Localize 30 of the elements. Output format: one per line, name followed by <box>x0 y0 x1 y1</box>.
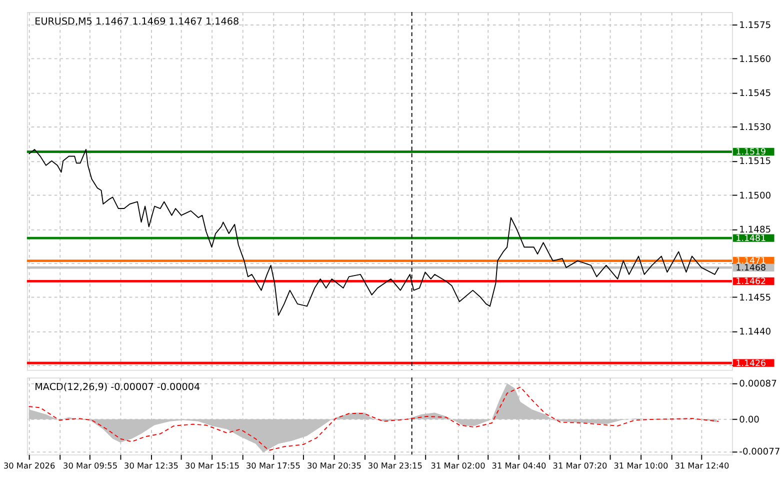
ref-line-label: 1.1481 <box>736 234 766 244</box>
x-tick-label: 30 Mar 23:15 <box>368 460 422 470</box>
y-tick-label: -0.00077 <box>739 448 780 458</box>
ref-line-label: 1.1426 <box>736 358 766 369</box>
ref-line-label: 1.1519 <box>736 148 766 158</box>
y-tick-label: 1.1515 <box>739 157 772 168</box>
x-tick-label: 30 Mar 15:15 <box>185 460 240 470</box>
y-tick-label: 0.00087 <box>739 380 778 390</box>
y-tick-label: 1.1500 <box>739 191 772 202</box>
x-tick-label: 31 Mar 04:40 <box>492 460 546 470</box>
x-tick-label: 30 Mar 20:35 <box>306 460 362 470</box>
x-tick-label: 30 Mar 17:55 <box>246 460 300 470</box>
y-tick-label: 1.1560 <box>739 54 772 65</box>
x-tick-label: 31 Mar 07:20 <box>552 460 608 470</box>
x-tick-label: 30 Mar 2026 <box>3 460 56 470</box>
x-tick-label: 31 Mar 02:00 <box>430 460 486 470</box>
x-tick-label: 30 Mar 12:35 <box>124 460 178 470</box>
x-tick-label: 31 Mar 12:40 <box>674 460 730 470</box>
y-tick-label: 0.00 <box>739 416 760 426</box>
x-tick-label: 30 Mar 09:55 <box>63 460 118 470</box>
x-tick-label: 31 Mar 10:00 <box>614 460 668 470</box>
annotation: MACD(12,26,9) -0.00007 -0.00004 <box>34 382 200 394</box>
y-tick-label: 1.1485 <box>739 225 772 236</box>
ref-line-label: 1.1462 <box>736 277 766 288</box>
chart-title: EURUSD,M5 1.1467 1.1469 1.1467 1.1468 <box>34 16 240 28</box>
y-tick-label: 1.1530 <box>739 123 772 134</box>
y-tick-label: 1.1440 <box>739 328 772 338</box>
y-tick-label: 1.1575 <box>739 20 772 31</box>
y-tick-label: 1.1455 <box>739 294 772 304</box>
y-tick-label: 1.1545 <box>739 89 772 100</box>
